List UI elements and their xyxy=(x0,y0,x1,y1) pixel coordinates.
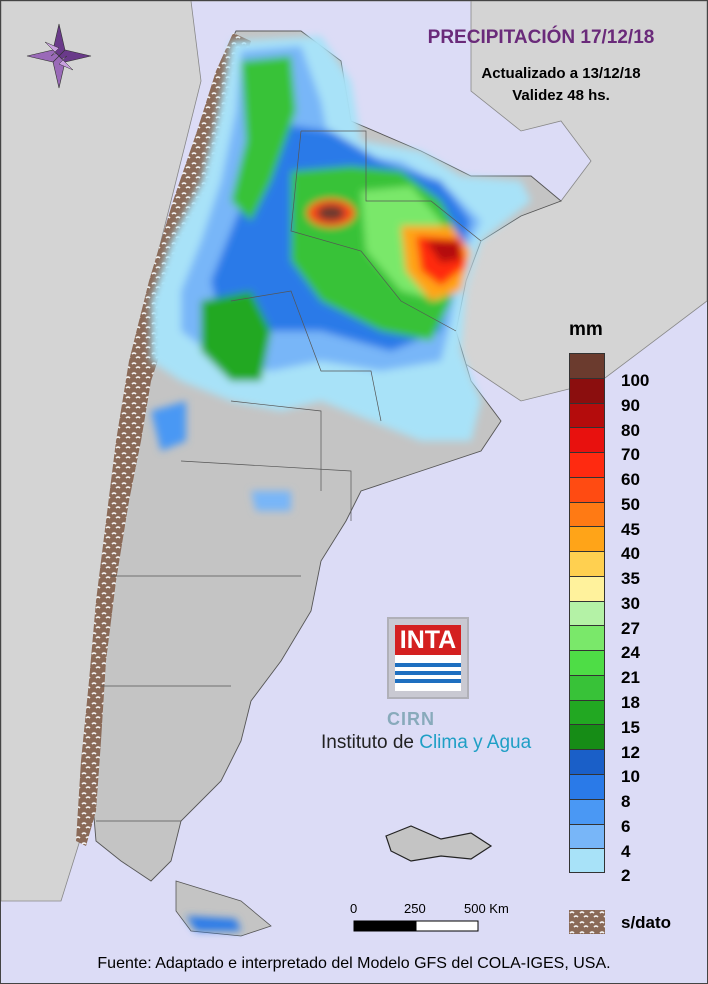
legend-label-21: 21 xyxy=(621,668,640,688)
legend-swatch-12 xyxy=(569,724,605,750)
legend-label-30: 30 xyxy=(621,593,640,613)
institute-name: Instituto de Clima y Agua xyxy=(321,732,531,754)
legend-label-45: 45 xyxy=(621,519,640,539)
scale-label-500: 500 Km xyxy=(464,901,509,916)
legend-label-70: 70 xyxy=(621,445,640,465)
nodata-label: s/dato xyxy=(621,913,672,932)
legend-label-18: 18 xyxy=(621,693,640,712)
legend-swatch-27 xyxy=(569,600,605,626)
legend-label-100: 100 xyxy=(621,371,650,390)
scale-bar xyxy=(353,920,479,932)
legend-swatch-90 xyxy=(569,377,605,403)
legend-swatch-18 xyxy=(569,674,605,700)
legend-label-50: 50 xyxy=(621,494,640,514)
institute-name-accent: Clima y Agua xyxy=(419,732,532,753)
validity-text: Validez 48 hs. xyxy=(512,87,610,104)
malvinas-islands xyxy=(385,825,493,862)
source-footer: Fuente: Adaptado e interpretado del Mode… xyxy=(97,955,611,972)
precipitation-fields xyxy=(151,36,531,931)
legend-label-8: 8 xyxy=(621,792,631,812)
map-title: PRECIPITACIÓN 17/12/18 xyxy=(427,27,655,48)
nodata-andes xyxy=(76,33,251,846)
legend-label-10: 10 xyxy=(621,767,640,787)
legend-label-90: 90 xyxy=(621,395,640,415)
legend-label-24: 24 xyxy=(621,643,640,663)
legend-label-27: 27 xyxy=(621,618,640,638)
legend-swatch-24 xyxy=(569,625,605,651)
legend-label-80: 80 xyxy=(621,420,640,440)
legend-label-4: 4 xyxy=(621,841,631,861)
legend-swatch-45 xyxy=(569,501,605,527)
inta-logo: INTA xyxy=(387,617,469,699)
scale-label-250: 250 xyxy=(404,901,426,916)
legend-swatch-50 xyxy=(569,476,605,502)
legend-label-2: 2 xyxy=(621,866,631,886)
legend-swatch-21 xyxy=(569,650,605,675)
compass-rose-icon xyxy=(26,23,92,89)
legend-label-6: 6 xyxy=(621,816,631,836)
legend-swatch-8 xyxy=(569,774,605,799)
legend-color-bar xyxy=(569,353,605,874)
legend-swatch-30 xyxy=(569,575,605,601)
legend-swatch-40 xyxy=(569,526,605,552)
updated-date: Actualizado a 13/12/18 xyxy=(481,65,641,82)
legend-label-60: 60 xyxy=(621,470,640,490)
scale-label-0: 0 xyxy=(350,901,358,916)
legend-swatch-2 xyxy=(569,848,605,874)
legend-label-15: 15 xyxy=(621,717,640,737)
legend-swatch-100 xyxy=(569,353,605,378)
legend-swatch-4 xyxy=(569,823,605,849)
legend-swatch-15 xyxy=(569,699,605,725)
province-borders xyxy=(96,130,482,822)
legend-swatch-10 xyxy=(569,749,605,775)
legend-swatch-60 xyxy=(569,452,605,477)
legend-label-12: 12 xyxy=(621,742,640,762)
legend-swatch-80 xyxy=(569,402,605,428)
legend-unit: mm xyxy=(569,319,603,340)
legend-label-40: 40 xyxy=(621,544,640,564)
legend-swatch-35 xyxy=(569,551,605,576)
inta-logo-text: INTA xyxy=(395,625,461,655)
institute-name-plain: Instituto de xyxy=(321,732,414,753)
legend-label-35: 35 xyxy=(621,569,640,589)
legend-swatch-70 xyxy=(569,427,605,453)
nodata-swatch xyxy=(569,910,605,934)
cirn-label: CIRN xyxy=(387,709,435,729)
legend-swatch-6 xyxy=(569,798,605,824)
